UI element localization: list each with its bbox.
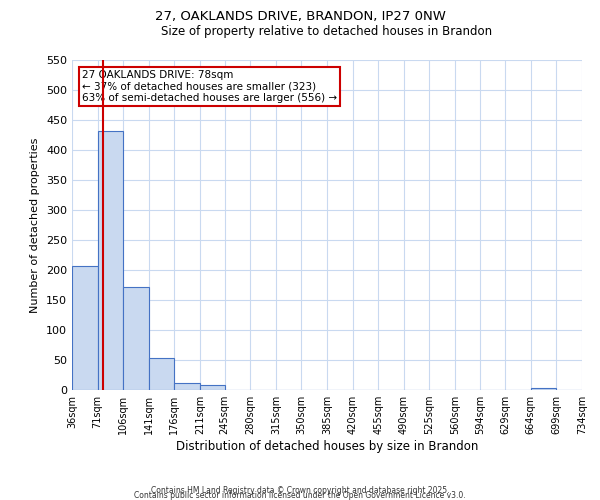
Text: Contains public sector information licensed under the Open Government Licence v3: Contains public sector information licen… [134, 491, 466, 500]
X-axis label: Distribution of detached houses by size in Brandon: Distribution of detached houses by size … [176, 440, 478, 453]
Bar [123, 287, 149, 390]
Text: Contains HM Land Registry data © Crown copyright and database right 2025.: Contains HM Land Registry data © Crown c… [151, 486, 449, 495]
Y-axis label: Number of detached properties: Number of detached properties [31, 138, 40, 312]
Bar [149, 358, 174, 390]
Bar [98, 131, 123, 390]
Text: 27 OAKLANDS DRIVE: 78sqm
← 37% of detached houses are smaller (323)
63% of semi-: 27 OAKLANDS DRIVE: 78sqm ← 37% of detach… [82, 70, 337, 103]
Bar [200, 385, 225, 390]
Bar [72, 266, 98, 390]
Title: Size of property relative to detached houses in Brandon: Size of property relative to detached ho… [161, 25, 493, 38]
Bar [531, 388, 556, 390]
Bar [174, 383, 200, 390]
Text: 27, OAKLANDS DRIVE, BRANDON, IP27 0NW: 27, OAKLANDS DRIVE, BRANDON, IP27 0NW [155, 10, 445, 23]
